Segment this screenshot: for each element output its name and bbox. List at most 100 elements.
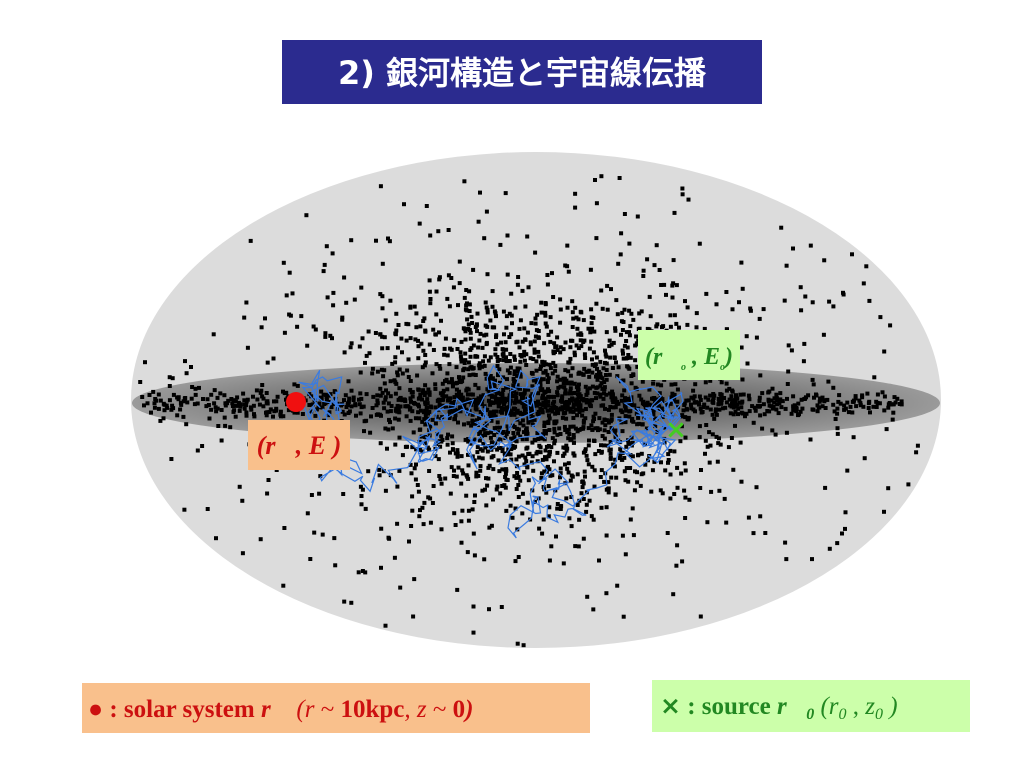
star-dot <box>234 403 239 408</box>
star-dot <box>381 400 386 405</box>
star-dot <box>564 496 569 501</box>
star-dot <box>433 386 438 391</box>
star-dot <box>434 362 439 367</box>
star-dot <box>707 430 712 435</box>
star-dot <box>396 406 401 411</box>
star-dot <box>773 432 778 437</box>
star-dot <box>325 295 330 300</box>
star-dot <box>719 380 724 385</box>
star-dot <box>712 416 717 421</box>
star-dot <box>465 392 470 397</box>
star-dot <box>612 430 617 435</box>
star-dot <box>292 410 297 415</box>
star-dot <box>654 397 659 402</box>
star-dot <box>825 397 830 402</box>
star-dot <box>287 312 292 317</box>
star-dot <box>631 533 636 538</box>
star-dot <box>674 321 679 326</box>
star-dot <box>466 367 471 372</box>
star-dot <box>562 385 567 390</box>
star-dot <box>342 412 347 417</box>
star-dot <box>533 377 538 382</box>
star-dot <box>592 439 597 443</box>
star-dot <box>604 368 609 372</box>
star-dot <box>558 406 563 411</box>
star-dot <box>554 534 558 539</box>
star-dot <box>861 281 866 286</box>
star-dot <box>581 497 586 501</box>
star-dot <box>395 403 400 408</box>
star-dot <box>540 457 545 462</box>
star-dot <box>574 315 579 320</box>
star-dot <box>480 448 485 453</box>
star-dot <box>615 312 620 317</box>
star-dot <box>261 404 266 409</box>
observer-label: (r⃗, E ) <box>257 431 342 460</box>
star-dot <box>406 375 411 379</box>
star-dot <box>487 384 492 389</box>
star-dot <box>515 399 520 404</box>
star-dot <box>449 347 454 352</box>
star-dot <box>201 397 205 401</box>
star-dot <box>573 191 578 196</box>
star-dot <box>568 389 573 394</box>
star-dot <box>840 531 844 536</box>
star-dot <box>677 325 681 330</box>
star-dot <box>669 395 674 400</box>
star-dot <box>827 546 832 551</box>
star-dot <box>672 210 677 215</box>
star-dot <box>623 414 628 419</box>
star-dot <box>675 543 680 548</box>
star-dot <box>550 371 555 376</box>
star-dot <box>423 414 428 418</box>
star-dot <box>493 394 498 399</box>
star-dot <box>581 372 586 377</box>
star-dot <box>569 380 574 385</box>
star-dot <box>594 396 598 401</box>
star-dot <box>454 365 459 370</box>
star-dot <box>571 435 576 440</box>
star-dot <box>140 395 145 399</box>
star-dot <box>595 391 600 396</box>
star-dot <box>468 330 473 335</box>
star-dot <box>313 327 318 332</box>
star-dot <box>563 368 568 373</box>
star-dot <box>546 387 550 392</box>
star-dot <box>511 387 516 392</box>
star-dot <box>438 477 443 482</box>
text-part: ( <box>257 431 268 460</box>
star-dot <box>598 394 603 399</box>
star-dot <box>548 366 553 371</box>
star-dot <box>507 359 512 363</box>
star-dot <box>651 412 656 417</box>
star-dot <box>197 385 201 390</box>
star-dot <box>503 475 508 479</box>
star-dot <box>915 443 920 448</box>
star-dot <box>568 406 573 411</box>
star-dots <box>138 174 920 648</box>
star-dot <box>553 411 558 416</box>
star-dot <box>607 407 611 412</box>
star-dot <box>623 396 627 401</box>
star-dot <box>692 394 697 399</box>
star-dot <box>545 282 550 287</box>
star-dot <box>583 474 587 479</box>
star-dot <box>602 443 607 448</box>
star-dot <box>739 405 744 410</box>
star-dot <box>867 298 872 303</box>
star-dot <box>460 397 465 401</box>
star-dot <box>719 397 724 402</box>
star-dot <box>511 431 516 435</box>
star-dot <box>522 349 527 354</box>
star-dot <box>465 474 470 479</box>
star-dot <box>233 414 238 419</box>
star-dot <box>485 324 490 329</box>
star-dot <box>803 396 807 401</box>
star-dot <box>414 311 419 316</box>
star-dot <box>410 494 415 499</box>
star-dot <box>580 413 585 418</box>
star-dot <box>786 343 791 348</box>
star-dot <box>362 429 366 434</box>
star-dot <box>466 476 471 481</box>
star-dot <box>668 324 673 329</box>
